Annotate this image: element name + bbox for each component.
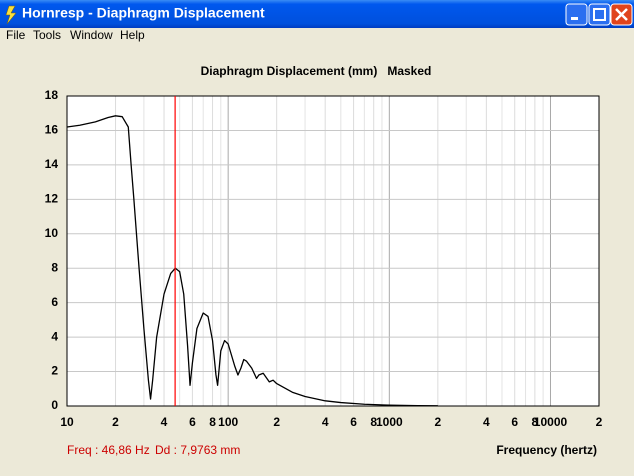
title-bar: [0, 0, 634, 28]
x-tick-label: 10000: [534, 415, 568, 429]
menu-item[interactable]: File: [6, 28, 26, 42]
x-tick-label: 2: [273, 415, 280, 429]
close-button[interactable]: [610, 3, 633, 26]
x-tick-label: 2: [596, 415, 603, 429]
plot-border: [66, 95, 600, 407]
y-tick-label: 18: [45, 88, 59, 102]
y-tick-label: 14: [45, 157, 59, 171]
menu-bar: [0, 28, 634, 45]
menu-item[interactable]: Window: [70, 28, 113, 42]
x-tick-label: 1000: [376, 415, 403, 429]
x-tick-label: 100: [218, 415, 238, 429]
y-tick-label: 12: [45, 192, 59, 206]
y-tick-label: 6: [51, 295, 58, 309]
y-tick-label: 4: [51, 329, 58, 343]
x-tick-label: 6: [511, 415, 518, 429]
status-dd: Dd : 7,9763 mm: [155, 443, 240, 457]
y-tick-label: 2: [51, 364, 58, 378]
x-tick-label: 2: [434, 415, 441, 429]
window-title: Hornresp - Diaphragm Displacement: [22, 5, 265, 21]
x-axis-label: Frequency (hertz): [496, 443, 597, 457]
x-tick-label: 4: [161, 415, 168, 429]
x-tick-label: 8: [532, 415, 539, 429]
y-tick-label: 0: [51, 398, 58, 412]
menu-item[interactable]: Help: [120, 28, 145, 42]
menu-item[interactable]: Tools: [33, 28, 61, 42]
y-tick-label: 8: [51, 260, 58, 274]
x-tick-label: 8: [370, 415, 377, 429]
x-tick-label: 4: [483, 415, 490, 429]
x-tick-label: 10: [60, 415, 74, 429]
x-tick-label: 6: [350, 415, 357, 429]
app-icon: [5, 5, 17, 25]
y-tick-label: 10: [45, 226, 59, 240]
x-tick-label: 8: [209, 415, 216, 429]
x-tick-label: 4: [322, 415, 329, 429]
data-line: [66, 115, 438, 407]
chart-title: Diaphragm Displacement (mm) Masked: [201, 64, 432, 78]
y-tick-label: 16: [45, 123, 59, 137]
x-tick-label: 6: [189, 415, 196, 429]
minimize-button[interactable]: [565, 3, 588, 26]
maximize-button[interactable]: [588, 3, 611, 26]
status-freq: Freq : 46,86 Hz: [67, 443, 150, 457]
x-tick-label: 2: [112, 415, 119, 429]
